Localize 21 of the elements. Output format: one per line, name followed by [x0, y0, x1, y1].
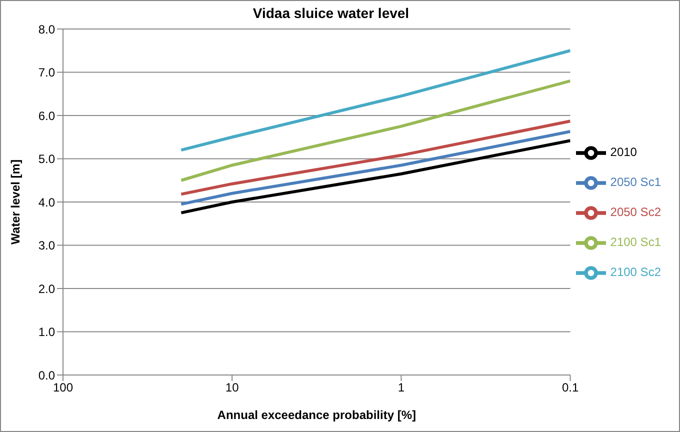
legend-label: 2100 Sc1: [610, 235, 661, 250]
y-tick-label: 5.0: [38, 152, 56, 166]
legend-label: 2100 Sc2: [610, 265, 661, 280]
y-tick-label: 7.0: [38, 66, 56, 80]
x-tick-label: 0.1: [562, 380, 579, 395]
x-tick-label: 10: [225, 380, 240, 395]
legend-label: 2010: [610, 145, 637, 160]
y-tick-label: 1.0: [38, 325, 56, 340]
y-tick-label: 4.0: [38, 195, 56, 210]
legend-label: 2050 Sc1: [610, 175, 661, 190]
chart-title: Vidaa sluice water level: [252, 5, 410, 21]
x-tick-label: 100: [52, 380, 74, 395]
y-tick-label: 3.0: [38, 238, 56, 253]
legend-label: 2050 Sc2: [610, 205, 661, 220]
y-tick-label: 0.0: [38, 368, 56, 382]
y-tick-label: 8.0: [38, 22, 56, 36]
y-tick-label: 6.0: [38, 108, 56, 123]
x-tick-label: 1: [398, 380, 405, 395]
x-axis-title: Annual exceedance probability [%]: [217, 408, 416, 422]
y-axis-title: Water level [m]: [8, 160, 22, 244]
y-tick-label: 2.0: [38, 282, 56, 296]
